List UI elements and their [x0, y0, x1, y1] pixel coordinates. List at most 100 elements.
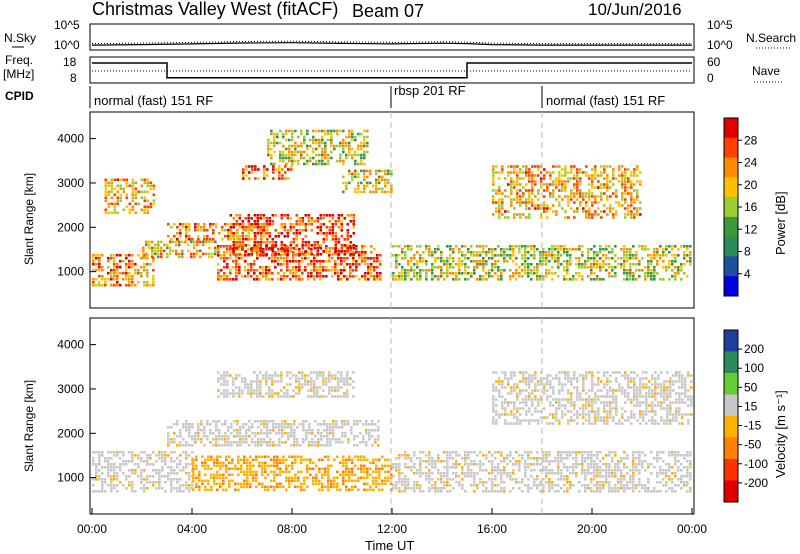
velocity-cell: [191, 451, 194, 454]
power-cell: [340, 220, 344, 223]
velocity-cell: [527, 463, 530, 466]
power-cell: [492, 213, 495, 216]
power-cell: [557, 263, 560, 266]
velocity-cell: [256, 395, 259, 398]
power-cell: [552, 183, 555, 186]
velocity-cell: [566, 454, 569, 457]
power-cell: [312, 135, 315, 139]
power-cell: [555, 177, 558, 180]
velocity-cell: [497, 451, 500, 454]
velocity-cell: [310, 389, 313, 392]
velocity-cell: [318, 458, 321, 462]
power-cell: [443, 278, 446, 281]
velocity-cell: [443, 475, 446, 478]
power-cell: [404, 254, 407, 257]
power-cell: [294, 144, 297, 148]
velocity-cell: [665, 469, 668, 472]
velocity-cell: [596, 451, 599, 454]
power-cell: [366, 169, 369, 173]
velocity-cell: [569, 466, 572, 469]
velocity-cell: [440, 460, 443, 463]
velocity-cell: [149, 481, 152, 484]
velocity-cell: [519, 413, 522, 416]
velocity-cell: [131, 460, 134, 463]
power-cell: [309, 159, 312, 163]
power-cell: [263, 234, 266, 238]
power-cell: [259, 278, 262, 281]
power-cell: [573, 192, 576, 195]
velocity-cell: [566, 457, 569, 460]
power-cell: [206, 237, 209, 241]
velocity-cell: [521, 478, 524, 481]
power-cell: [588, 183, 591, 186]
velocity-cell: [555, 410, 558, 413]
power-cell: [128, 271, 131, 275]
power-cell: [534, 174, 537, 177]
power-cell: [113, 211, 117, 215]
velocity-cell: [307, 389, 310, 392]
velocity-cell: [330, 482, 333, 486]
power-cell: [452, 266, 455, 269]
power-cell: [310, 263, 313, 266]
power-cell: [384, 178, 387, 182]
power-cell: [510, 180, 513, 183]
velocity-cell: [476, 472, 479, 475]
power-cell: [557, 266, 560, 269]
velocity-cell: [431, 457, 434, 460]
power-cell: [624, 192, 627, 195]
power-cell: [512, 272, 515, 275]
velocity-cell: [326, 441, 329, 444]
velocity-cell: [252, 476, 255, 480]
velocity-cell: [234, 467, 237, 471]
velocity-cell: [323, 423, 326, 426]
power-cell: [116, 190, 120, 194]
velocity-cell: [372, 476, 375, 480]
velocity-cell: [346, 392, 349, 395]
power-cell: [245, 234, 248, 238]
velocity-cell: [252, 479, 255, 483]
power-cell: [573, 165, 576, 168]
power-cell: [146, 181, 150, 185]
power-cell: [363, 138, 366, 142]
velocity-cell: [322, 380, 325, 383]
power-cell: [217, 269, 220, 272]
power-cell: [262, 223, 266, 226]
velocity-cell: [276, 458, 279, 462]
velocity-cell: [617, 466, 620, 469]
velocity-cell: [479, 466, 482, 469]
power-cell: [284, 171, 287, 174]
power-cell: [522, 213, 525, 216]
velocity-cell: [262, 374, 265, 377]
power-cell: [446, 272, 449, 275]
power-cell: [467, 251, 470, 254]
power-cell: [98, 256, 101, 260]
velocity-cell: [264, 461, 267, 465]
power-cell: [621, 177, 624, 180]
power-cell: [247, 248, 250, 251]
velocity-cell: [527, 478, 530, 481]
power-cell: [282, 156, 285, 160]
power-cell: [322, 223, 326, 226]
power-cell: [119, 199, 123, 203]
power-cell: [455, 278, 458, 281]
velocity-cell: [263, 441, 266, 444]
velocity-cell: [337, 395, 340, 398]
power-cell: [199, 255, 202, 259]
power-cell: [224, 228, 227, 232]
power-cell: [498, 198, 501, 201]
velocity-cell: [569, 472, 572, 475]
power-cell: [597, 207, 600, 210]
velocity-cell: [347, 438, 350, 441]
power-cell: [235, 247, 239, 250]
velocity-cell: [216, 476, 219, 480]
velocity-cell: [319, 386, 322, 389]
velocity-cell: [635, 466, 638, 469]
power-cell: [298, 266, 301, 269]
power-cell: [119, 271, 122, 275]
power-cell: [570, 192, 573, 195]
velocity-cell: [131, 490, 134, 493]
power-cell: [497, 275, 500, 278]
velocity-cell: [368, 432, 371, 435]
velocity-cell: [258, 482, 261, 486]
velocity-cell: [495, 389, 498, 392]
